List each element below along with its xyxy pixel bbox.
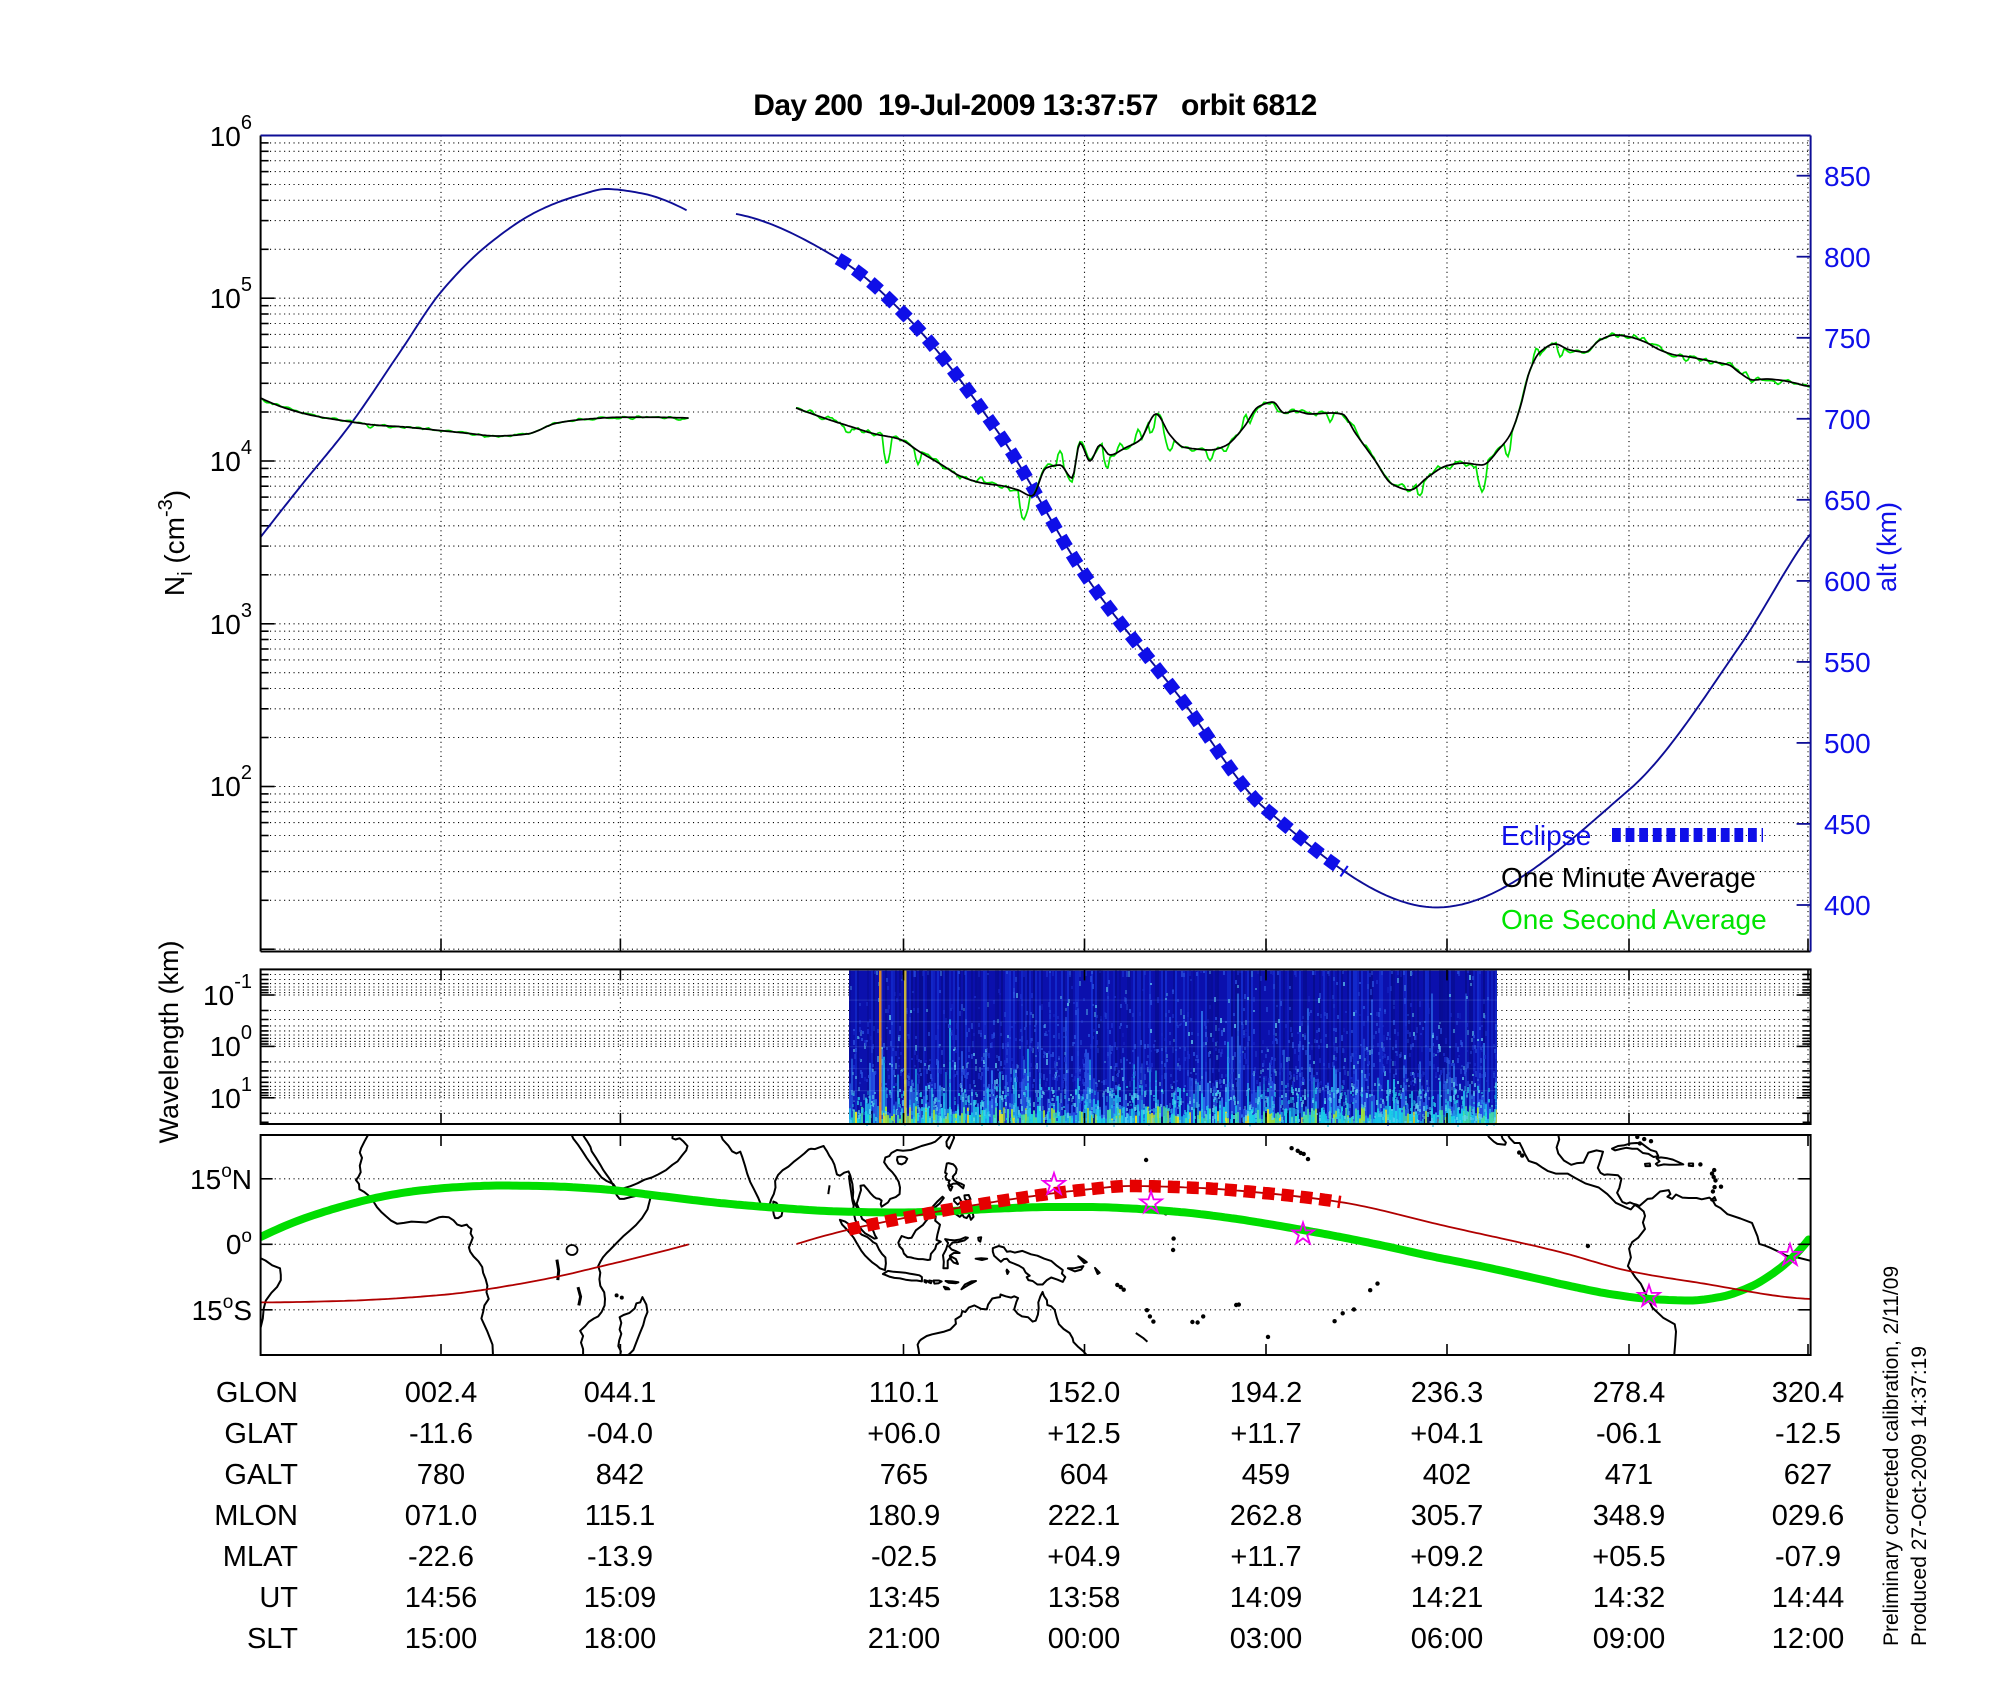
- svg-text:18:00: 18:00: [584, 1623, 657, 1655]
- svg-text:262.8: 262.8: [1230, 1500, 1303, 1532]
- svg-text:UT: UT: [259, 1582, 298, 1614]
- svg-text:14:56: 14:56: [405, 1582, 478, 1614]
- svg-text:MLON: MLON: [214, 1500, 298, 1532]
- svg-text:110.1: 110.1: [869, 1377, 939, 1409]
- svg-text:194.2: 194.2: [1230, 1377, 1303, 1409]
- svg-text:+11.7: +11.7: [1230, 1418, 1301, 1450]
- svg-text:627: 627: [1784, 1459, 1832, 1491]
- svg-text:305.7: 305.7: [1411, 1500, 1484, 1532]
- svg-text:One Second Average: One Second Average: [1501, 904, 1767, 935]
- svg-text:Produced 27-Oct-2009 14:37:19: Produced 27-Oct-2009 14:37:19: [1908, 1346, 1931, 1646]
- svg-text:15oS: 15oS: [192, 1292, 252, 1326]
- svg-text:450: 450: [1824, 809, 1871, 840]
- svg-text:780: 780: [417, 1459, 465, 1491]
- svg-text:029.6: 029.6: [1772, 1500, 1845, 1532]
- svg-text:459: 459: [1242, 1459, 1290, 1491]
- svg-text:+04.9: +04.9: [1047, 1541, 1120, 1573]
- svg-text:+11.7: +11.7: [1230, 1541, 1301, 1573]
- svg-text:Eclipse: Eclipse: [1501, 820, 1591, 851]
- svg-text:One Minute Average: One Minute Average: [1501, 862, 1756, 893]
- svg-text:SLT: SLT: [247, 1623, 298, 1655]
- svg-text:750: 750: [1824, 323, 1871, 354]
- svg-text:alt (km): alt (km): [1872, 502, 1902, 592]
- svg-text:044.1: 044.1: [584, 1377, 657, 1409]
- svg-text:GLON: GLON: [216, 1377, 298, 1409]
- svg-text:13:45: 13:45: [868, 1582, 941, 1614]
- svg-text:+05.5: +05.5: [1592, 1541, 1665, 1573]
- svg-text:Day 200 19-Jul-2009 13:37:57: Day 200 19-Jul-2009 13:37:57 orbit 6812: [753, 89, 1316, 122]
- svg-text:850: 850: [1824, 161, 1871, 192]
- svg-text:400: 400: [1824, 890, 1871, 921]
- svg-text:0o: 0o: [226, 1226, 252, 1260]
- svg-text:765: 765: [880, 1459, 928, 1491]
- svg-text:-12.5: -12.5: [1775, 1418, 1841, 1450]
- svg-text:-06.1: -06.1: [1596, 1418, 1662, 1450]
- svg-text:402: 402: [1423, 1459, 1471, 1491]
- svg-text:700: 700: [1824, 404, 1871, 435]
- svg-text:+12.5: +12.5: [1047, 1418, 1120, 1450]
- svg-text:222.1: 222.1: [1048, 1500, 1121, 1532]
- svg-text:320.4: 320.4: [1772, 1377, 1845, 1409]
- svg-text:600: 600: [1824, 566, 1871, 597]
- svg-text:03:00: 03:00: [1230, 1623, 1303, 1655]
- svg-text:-22.6: -22.6: [408, 1541, 474, 1573]
- svg-text:002.4: 002.4: [405, 1377, 478, 1409]
- svg-text:06:00: 06:00: [1411, 1623, 1484, 1655]
- svg-text:MLAT: MLAT: [223, 1541, 298, 1573]
- svg-text:180.9: 180.9: [868, 1500, 941, 1532]
- svg-text:14:09: 14:09: [1230, 1582, 1303, 1614]
- svg-text:500: 500: [1824, 728, 1871, 759]
- svg-text:+04.1: +04.1: [1410, 1418, 1483, 1450]
- svg-text:650: 650: [1824, 485, 1871, 516]
- svg-text:13:58: 13:58: [1048, 1582, 1121, 1614]
- svg-text:+09.2: +09.2: [1410, 1541, 1483, 1573]
- svg-text:471: 471: [1605, 1459, 1653, 1491]
- svg-text:+06.0: +06.0: [867, 1418, 940, 1450]
- svg-text:15:00: 15:00: [405, 1623, 478, 1655]
- svg-text:-04.0: -04.0: [587, 1418, 653, 1450]
- svg-text:15:09: 15:09: [584, 1582, 657, 1614]
- svg-text:GLAT: GLAT: [224, 1418, 298, 1450]
- svg-text:236.3: 236.3: [1411, 1377, 1484, 1409]
- svg-text:-07.9: -07.9: [1775, 1541, 1841, 1573]
- svg-text:800: 800: [1824, 242, 1871, 273]
- svg-text:15oN: 15oN: [190, 1161, 252, 1195]
- svg-text:14:32: 14:32: [1593, 1582, 1666, 1614]
- svg-text:550: 550: [1824, 647, 1871, 678]
- svg-text:152.0: 152.0: [1048, 1377, 1121, 1409]
- svg-text:12:00: 12:00: [1772, 1623, 1845, 1655]
- svg-text:GALT: GALT: [224, 1459, 298, 1491]
- svg-text:00:00: 00:00: [1048, 1623, 1121, 1655]
- svg-text:-11.6: -11.6: [409, 1418, 473, 1450]
- svg-text:278.4: 278.4: [1593, 1377, 1666, 1409]
- svg-text:-02.5: -02.5: [871, 1541, 937, 1573]
- svg-text:604: 604: [1060, 1459, 1108, 1491]
- svg-text:842: 842: [596, 1459, 644, 1491]
- svg-text:14:44: 14:44: [1772, 1582, 1845, 1614]
- svg-text:348.9: 348.9: [1593, 1500, 1666, 1532]
- svg-text:21:00: 21:00: [868, 1623, 941, 1655]
- svg-text:115.1: 115.1: [585, 1500, 655, 1532]
- svg-text:-13.9: -13.9: [587, 1541, 653, 1573]
- svg-text:09:00: 09:00: [1593, 1623, 1666, 1655]
- svg-text:Wavelength (km): Wavelength (km): [154, 940, 184, 1143]
- svg-text:Preliminary corrected calibrat: Preliminary corrected calibration, 2/11/…: [1880, 1266, 1903, 1646]
- svg-text:071.0: 071.0: [405, 1500, 478, 1532]
- svg-text:14:21: 14:21: [1411, 1582, 1484, 1614]
